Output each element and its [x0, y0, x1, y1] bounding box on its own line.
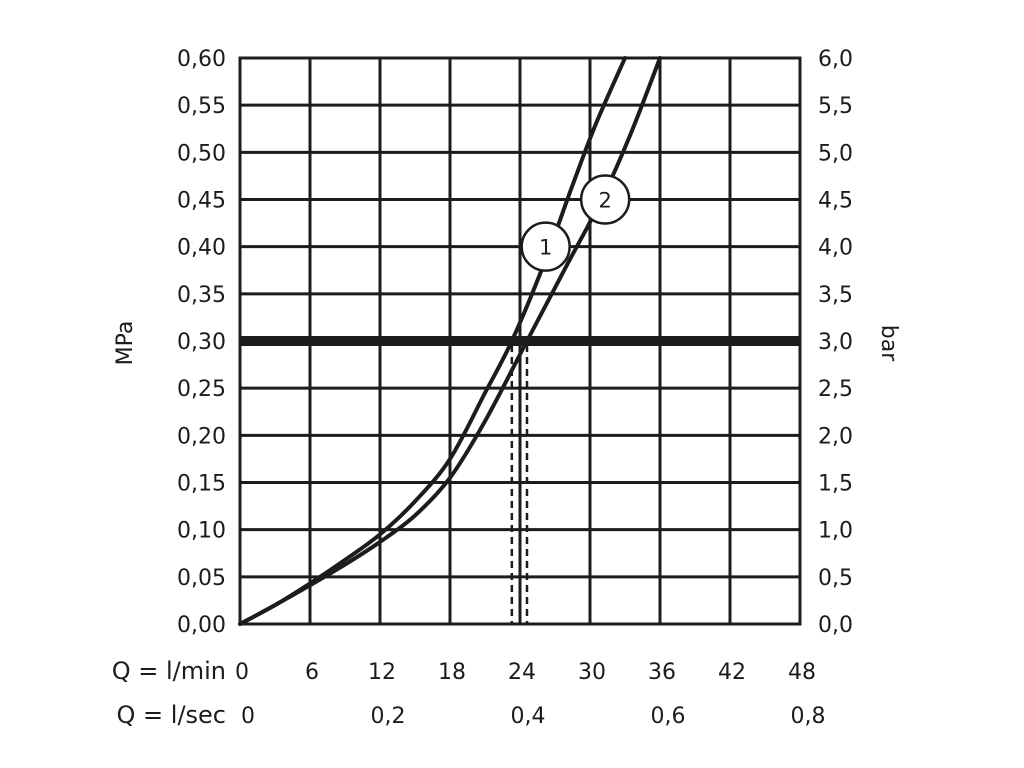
series-markers: 12 — [520, 174, 631, 272]
x-tick-label-lmin: 30 — [578, 660, 606, 685]
dashed-drop-lines — [510, 345, 529, 624]
y-tick-label-right: 4,0 — [818, 236, 853, 261]
series-marker-label-2: 2 — [598, 189, 611, 213]
y-tick-label-right: 3,5 — [818, 283, 853, 308]
y-tick-label-left: 0,00 — [177, 613, 226, 638]
y-tick-label-right: 0,0 — [818, 613, 853, 638]
y-tick-label-right: 3,0 — [818, 330, 853, 355]
x-tick-labels-lmin: 0 6 12 18 24 30 36 42 48 — [235, 660, 816, 685]
series-marker-label-1: 1 — [539, 236, 552, 260]
x-unit-label-lmin: Q = l/min — [112, 657, 226, 685]
y-tick-label-right: 4,5 — [818, 189, 853, 214]
left-tick-labels: 0,00 0,05 0,10 0,15 0,20 0,25 0,30 0,35 0,40 0,45… — [177, 47, 226, 638]
y-tick-label-right: 5,0 — [818, 141, 853, 166]
series-marker-2 — [579, 174, 631, 225]
x-tick-label-lmin: 6 — [305, 660, 319, 685]
y-tick-label-right: 1,0 — [818, 519, 853, 544]
y-tick-label-right: 2,0 — [818, 424, 853, 449]
x-tick-label-lmin: 24 — [508, 660, 536, 685]
x-tick-label-lmin: 36 — [648, 660, 676, 685]
y-tick-label-left: 0,55 — [177, 94, 226, 119]
y-tick-label-left: 0,25 — [177, 377, 226, 402]
right-axis-title: bar — [876, 325, 901, 362]
y-tick-label-left: 0,20 — [177, 424, 226, 449]
y-tick-label-left: 0,10 — [177, 519, 226, 544]
y-tick-label-left: 0,30 — [177, 330, 226, 355]
y-tick-label-left: 0,50 — [177, 141, 226, 166]
y-tick-label-right: 6,0 — [818, 47, 853, 72]
y-tick-label-right: 0,5 — [818, 566, 853, 591]
x-tick-label-lmin: 42 — [718, 660, 746, 685]
y-tick-label-left: 0,35 — [177, 283, 226, 308]
y-tick-label-left: 0,60 — [177, 47, 226, 72]
x-unit-label-lsec: Q = l/sec — [117, 701, 226, 729]
x-tick-label-lsec: 0,6 — [651, 704, 686, 729]
y-tick-label-left: 0,15 — [177, 472, 226, 497]
x-tick-label-lsec: 0,2 — [371, 704, 406, 729]
x-tick-labels-lsec: 0 0,2 0,4 0,6 0,8 — [241, 704, 826, 729]
y-tick-label-right: 2,5 — [818, 377, 853, 402]
y-tick-label-left: 0,40 — [177, 236, 226, 261]
x-tick-label-lmin: 48 — [788, 660, 816, 685]
x-tick-label-lsec: 0,4 — [511, 704, 546, 729]
x-tick-label-lmin: 0 — [235, 660, 249, 685]
x-tick-label-lsec: 0 — [241, 704, 255, 729]
x-tick-label-lsec: 0,8 — [791, 704, 826, 729]
x-tick-label-lmin: 18 — [438, 660, 466, 685]
y-tick-label-right: 1,5 — [818, 472, 853, 497]
y-tick-label-left: 0,45 — [177, 189, 226, 214]
y-tick-label-left: 0,05 — [177, 566, 226, 591]
left-axis-title: MPa — [113, 321, 138, 366]
y-tick-label-right: 5,5 — [818, 94, 853, 119]
plot-frame — [238, 56, 802, 626]
right-tick-labels: 0,0 0,5 1,0 1,5 2,0 2,5 3,0 3,5 4,0 4,5 5,0 5,5 6,0 — [818, 47, 853, 638]
x-tick-label-lmin: 12 — [368, 660, 396, 685]
series-marker-1 — [520, 221, 571, 272]
